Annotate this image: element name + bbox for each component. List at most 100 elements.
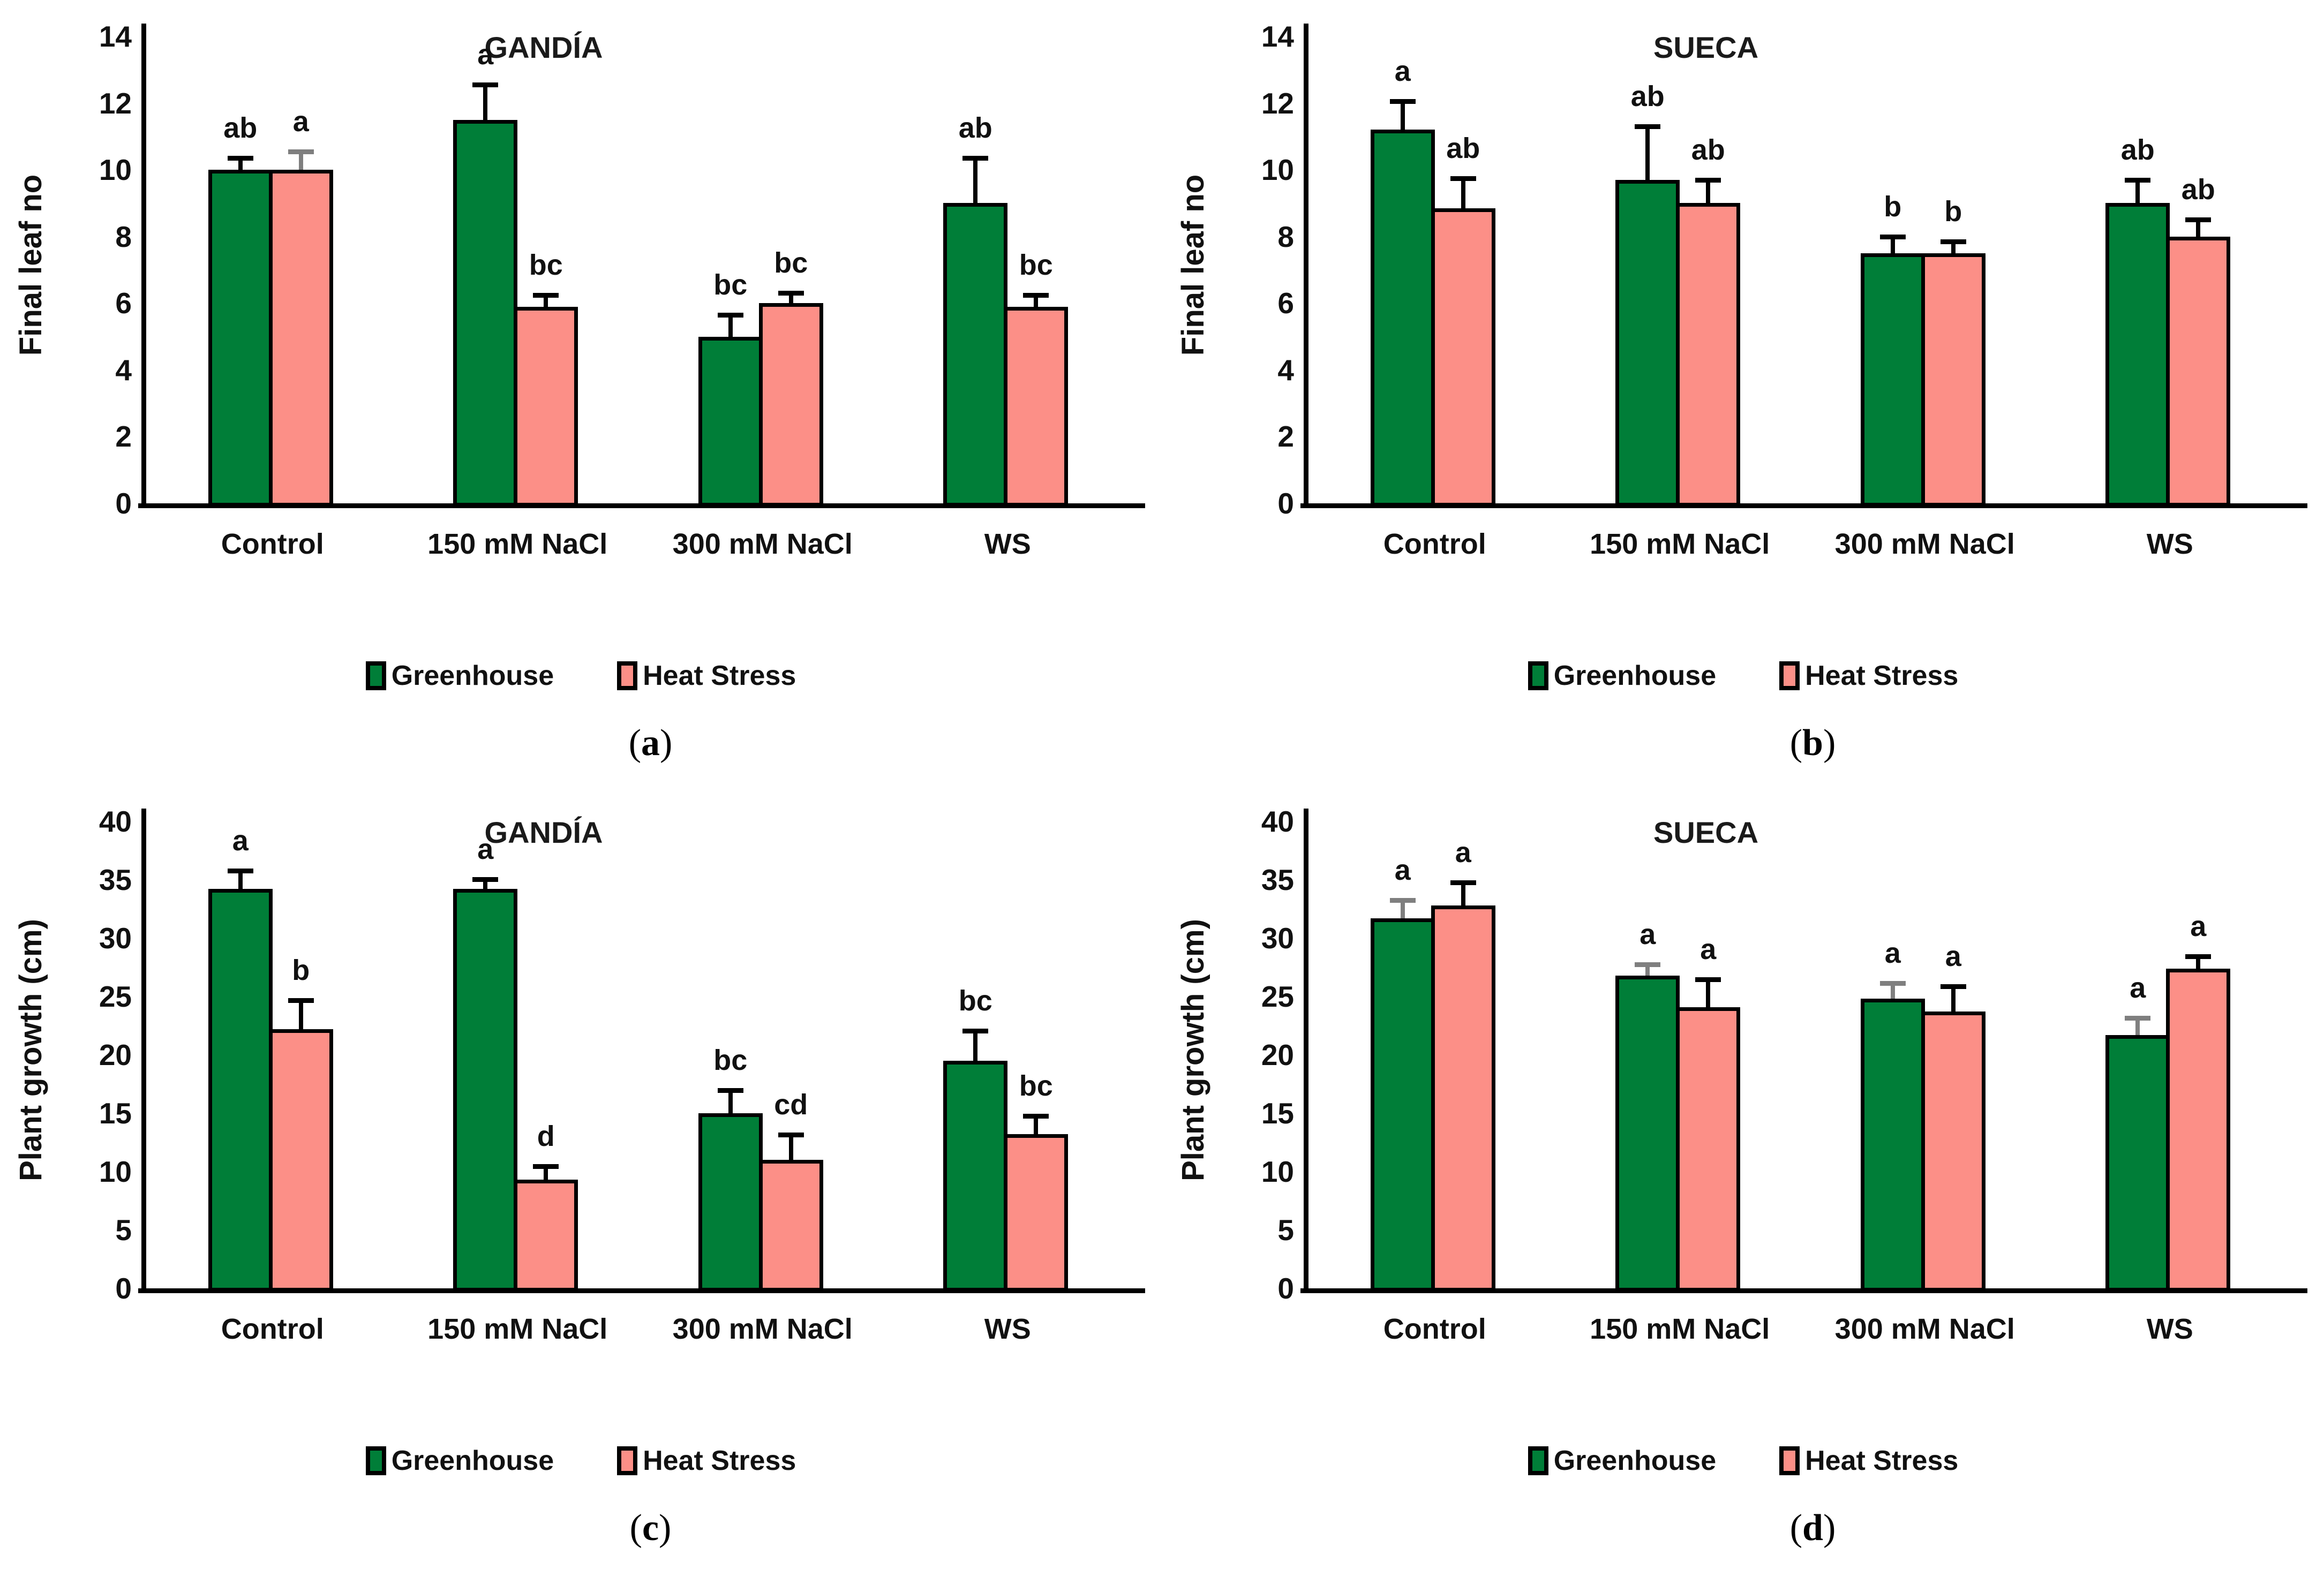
error-bar-greenhouse-150-mm-nacl <box>1645 125 1650 180</box>
sig-letter-greenhouse-300-mm-nacl: b <box>1884 190 1902 223</box>
sig-letter-heat-stress-300-mm-nacl: b <box>1944 195 1962 228</box>
bar-heat-stress-ws <box>1004 1134 1069 1292</box>
caption-letter: c <box>642 1507 659 1549</box>
legend-swatch-heat-stress <box>1779 1446 1800 1475</box>
y-tick-label: 20 <box>99 1038 132 1071</box>
sig-letter-greenhouse-control: ab <box>223 112 258 145</box>
error-bar-greenhouse-control <box>238 869 243 889</box>
caption-letter: a <box>641 722 660 764</box>
x-category-label-150-mm-nacl: 150 mM NaCl <box>1590 1313 1770 1345</box>
bar-greenhouse-150-mm-nacl <box>453 119 518 507</box>
sig-letter-greenhouse-300-mm-nacl: bc <box>713 268 748 301</box>
sig-letter-heat-stress-150-mm-nacl: d <box>537 1120 555 1152</box>
sig-letter-heat-stress-control: a <box>1455 836 1471 869</box>
bar-greenhouse-300-mm-nacl <box>1860 999 1925 1292</box>
sig-letter-greenhouse-ws: bc <box>958 985 992 1017</box>
legend-label-heat-stress: Heat Stress <box>643 660 796 691</box>
sig-letter-heat-stress-300-mm-nacl: bc <box>774 247 808 280</box>
y-tick-label: 2 <box>115 420 132 454</box>
error-bar-greenhouse-ws <box>973 156 978 203</box>
panel-title: SUECA <box>1653 31 1759 64</box>
bar-heat-stress-ws <box>1004 306 1069 507</box>
error-cap-heat-stress-300-mm-nacl <box>1940 984 1966 990</box>
y-tick-label: 35 <box>99 863 132 896</box>
bar-heat-stress-300-mm-nacl <box>1921 1012 1985 1292</box>
error-cap-heat-stress-150-mm-nacl <box>1695 977 1721 983</box>
legend-label-heat-stress: Heat Stress <box>1805 660 1959 691</box>
error-cap-greenhouse-150-mm-nacl <box>472 877 499 882</box>
y-tick-label: 35 <box>1261 863 1294 896</box>
legend-label-heat-stress: Heat Stress <box>1805 1445 1959 1476</box>
error-cap-heat-stress-control <box>1450 176 1476 181</box>
sig-letter-greenhouse-ws: ab <box>958 112 992 145</box>
legend-swatch-heat-stress <box>617 1446 638 1475</box>
sig-letter-heat-stress-150-mm-nacl: ab <box>1691 133 1725 166</box>
error-cap-greenhouse-ws <box>2125 1016 2151 1021</box>
bar-greenhouse-300-mm-nacl <box>698 1113 763 1292</box>
legend: Greenhouse Heat Stress <box>0 660 1162 692</box>
error-bar-heat-stress-control <box>1461 881 1465 905</box>
error-bar-greenhouse-150-mm-nacl <box>483 877 488 889</box>
error-cap-heat-stress-150-mm-nacl <box>533 292 559 298</box>
x-category-label-ws: WS <box>984 528 1031 560</box>
bar-heat-stress-ws <box>2166 968 2231 1292</box>
y-axis-line <box>141 809 146 1293</box>
y-tick-label: 5 <box>115 1213 132 1247</box>
x-axis-line <box>1300 1288 2307 1293</box>
panel-caption: (b) <box>1789 722 1836 764</box>
bar-greenhouse-ws <box>2105 1035 2170 1292</box>
error-cap-heat-stress-control <box>1450 880 1476 886</box>
legend-item-heat-stress: Heat Stress <box>1779 660 1958 692</box>
error-bar-greenhouse-300-mm-nacl <box>1890 235 1895 253</box>
x-category-label-ws: WS <box>2146 1313 2193 1345</box>
y-tick-label: 4 <box>115 353 132 387</box>
y-tick-label: 4 <box>1277 353 1294 387</box>
panel-caption: (a) <box>628 722 673 764</box>
y-tick-label: 25 <box>1261 980 1294 1013</box>
error-cap-greenhouse-300-mm-nacl <box>1879 234 1906 239</box>
y-tick-label: 30 <box>99 922 132 955</box>
panel-d: Plant growth (cm) 0 5 10 15 20 25 30 35 40 SUECA Co… <box>1162 785 2324 1570</box>
legend-label-greenhouse: Greenhouse <box>1553 1445 1717 1476</box>
error-bar-heat-stress-150-mm-nacl <box>544 293 548 307</box>
y-tick-label: 40 <box>99 805 132 838</box>
sig-letter-heat-stress-control: ab <box>1446 132 1480 164</box>
sig-letter-greenhouse-ws: ab <box>2120 133 2155 166</box>
error-cap-heat-stress-control <box>288 149 314 154</box>
x-category-label-ws: WS <box>984 1313 1031 1345</box>
y-tick-label: 0 <box>115 487 132 520</box>
bar-greenhouse-ws <box>2105 203 2170 507</box>
y-tick-label: 6 <box>1277 286 1294 320</box>
bar-heat-stress-control <box>268 170 333 507</box>
error-bar-heat-stress-150-mm-nacl <box>1706 978 1711 1007</box>
y-tick-label: 2 <box>1277 420 1294 454</box>
panel-b: Final leaf no 0 2 4 6 8 10 12 14 SUECA Control a ab 1… <box>1162 0 2324 785</box>
error-bar-heat-stress-150-mm-nacl <box>1706 178 1711 203</box>
y-tick-label: 8 <box>1277 220 1294 253</box>
panel-c: Plant growth (cm) 0 5 10 15 20 25 30 35 40 GANDÍA C… <box>0 785 1162 1570</box>
sig-letter-greenhouse-control: a <box>232 825 249 857</box>
error-cap-greenhouse-control <box>227 869 253 874</box>
legend-swatch-heat-stress <box>1779 661 1800 690</box>
y-tick-label: 14 <box>99 20 132 53</box>
legend-label-greenhouse: Greenhouse <box>391 1445 554 1476</box>
sig-letter-heat-stress-300-mm-nacl: a <box>1945 940 1961 973</box>
error-cap-greenhouse-150-mm-nacl <box>1635 962 1661 967</box>
legend-swatch-greenhouse <box>365 661 386 690</box>
error-cap-heat-stress-control <box>288 998 314 1003</box>
error-cap-greenhouse-ws <box>962 1029 989 1034</box>
x-category-label-150-mm-nacl: 150 mM NaCl <box>1590 528 1770 560</box>
sig-letter-heat-stress-300-mm-nacl: cd <box>774 1089 808 1121</box>
x-category-label-300-mm-nacl: 300 mM NaCl <box>1834 528 2015 560</box>
error-cap-heat-stress-300-mm-nacl <box>778 1133 804 1138</box>
y-tick-label: 15 <box>99 1097 132 1130</box>
error-cap-greenhouse-control <box>227 156 253 161</box>
error-bar-greenhouse-ws <box>2135 178 2140 203</box>
bar-heat-stress-control <box>1431 208 1495 507</box>
error-cap-greenhouse-300-mm-nacl <box>717 312 743 318</box>
error-bar-greenhouse-control <box>1400 898 1405 918</box>
y-tick-label: 14 <box>1261 20 1294 53</box>
error-cap-greenhouse-150-mm-nacl <box>472 82 499 88</box>
x-category-label-300-mm-nacl: 300 mM NaCl <box>672 1313 853 1345</box>
error-cap-greenhouse-150-mm-nacl <box>1635 124 1661 130</box>
